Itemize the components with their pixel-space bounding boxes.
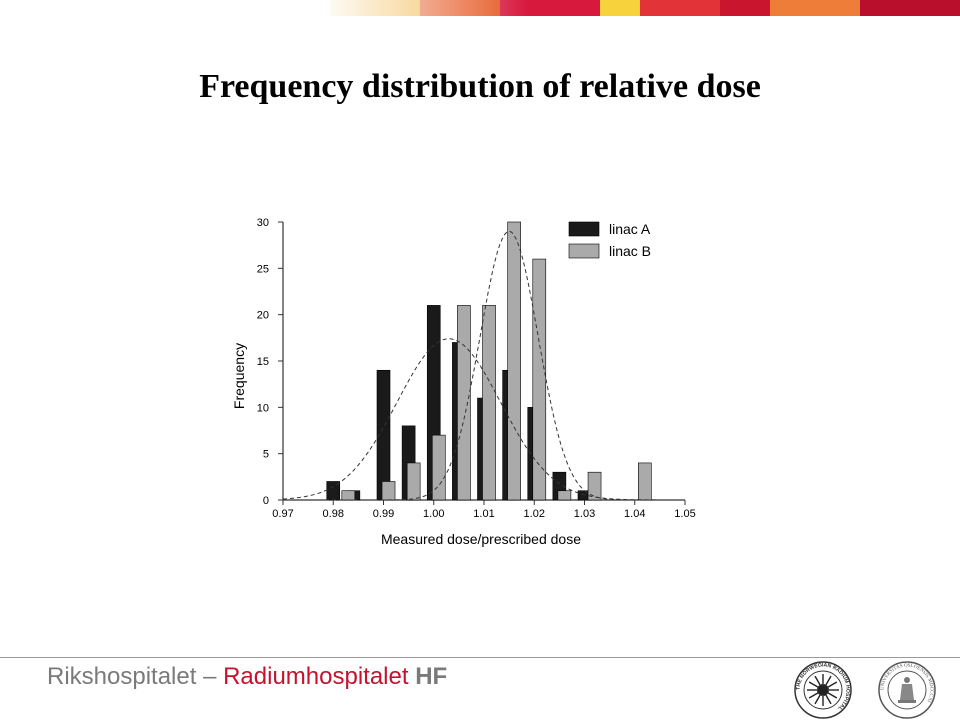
footer-org-part1: Rikshospitalet – (47, 663, 224, 690)
top-color-stripe (0, 0, 960, 16)
x-tick-label: 1.04 (624, 508, 645, 520)
footer-org-name: Rikshospitalet – Radiumhospitalet HF (47, 663, 447, 691)
footer-divider (0, 657, 960, 658)
footer-org-part2: Radiumhospitalet (223, 663, 409, 690)
linac-b-bar (637, 462, 652, 501)
x-tick-label: 0.98 (323, 508, 344, 520)
x-tick-label: 1.03 (574, 508, 595, 520)
footer-org-part3: HF (408, 663, 448, 690)
legend-label: linac A (609, 221, 651, 237)
x-axis-label: Measured dose/prescribed dose (381, 531, 581, 547)
x-tick-label: 1.00 (423, 508, 444, 520)
x-tick-label: 1.02 (524, 508, 545, 520)
linac-b-bar (532, 258, 547, 501)
linac-b-bar (482, 305, 496, 501)
university-seal-icon: UNIVERSITAS OSLOENSIS MDCCCXI (878, 661, 936, 719)
linac-a-fit-curve (282, 338, 660, 501)
y-tick-label: 25 (257, 263, 269, 275)
linac-b-bar (457, 305, 471, 501)
linac-b-fit-curve (283, 230, 660, 501)
slide-title: Frequency distribution of relative dose (199, 68, 761, 105)
x-tick-label: 0.97 (272, 508, 293, 520)
legend-label: linac B (609, 243, 651, 259)
y-tick-label: 10 (257, 402, 269, 414)
x-tick-label: 1.05 (674, 508, 695, 520)
linac-b-bar (507, 221, 521, 501)
y-tick-label: 5 (263, 449, 269, 461)
x-tick-label: 0.99 (373, 508, 394, 520)
linac-b-bar (381, 481, 396, 501)
legend-swatch (568, 243, 600, 259)
linac-b-bar (431, 434, 446, 501)
x-tick-label: 1.01 (473, 508, 494, 520)
linac-b-bar (557, 490, 572, 501)
radium-hospital-seal-icon: THE NORWEGIAN RADIUM HOSPITAL (794, 661, 852, 719)
linac-b-bar (341, 490, 356, 501)
y-tick-label: 30 (257, 217, 269, 229)
linac-b-bar (587, 471, 602, 501)
y-tick-label: 0 (263, 495, 269, 507)
legend-swatch (568, 221, 600, 237)
y-axis-label: Frequency (231, 343, 247, 409)
linac-b-bar (406, 462, 421, 501)
seated-figure-icon (898, 677, 916, 703)
top-stripe-fade (0, 0, 960, 16)
y-tick-label: 15 (257, 356, 269, 368)
y-tick-label: 20 (257, 310, 269, 322)
starburst-icon (807, 674, 839, 706)
frequency-histogram: 0 5 10 15 20 25 30 0.97 0.98 0.99 1.00 1.01 1.02 1.03… (231, 217, 696, 547)
